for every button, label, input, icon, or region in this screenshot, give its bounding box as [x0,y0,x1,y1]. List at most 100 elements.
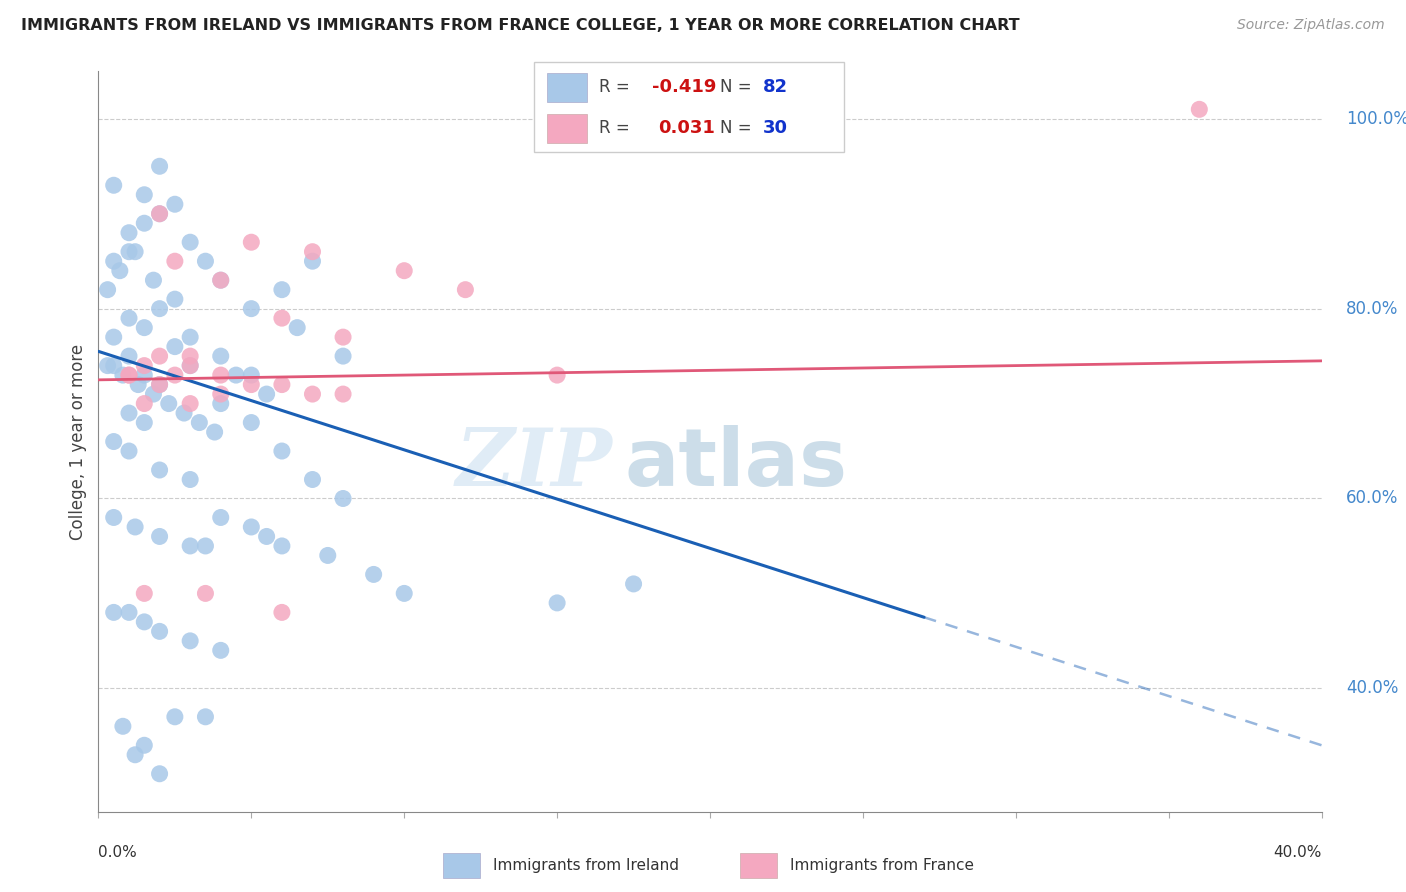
Point [149,301,172,316]
Text: atlas: atlas [624,425,848,503]
Point [392,586,416,600]
Point [134,187,156,202]
Point [163,197,186,211]
Point [103,254,125,268]
Point [179,539,201,553]
Point [332,330,354,344]
Point [149,624,172,639]
Point [103,606,125,620]
Point [454,283,477,297]
Point [149,463,172,477]
Point [270,606,294,620]
Point [163,368,186,383]
Point [103,178,125,193]
Point [111,368,134,383]
Point [270,539,294,553]
Point [270,377,294,392]
Point [546,596,568,610]
Point [623,577,645,591]
Point [270,283,294,297]
Text: IMMIGRANTS FROM IRELAND VS IMMIGRANTS FROM FRANCE COLLEGE, 1 YEAR OR MORE CORREL: IMMIGRANTS FROM IRELAND VS IMMIGRANTS FR… [21,18,1019,33]
Point [194,710,217,724]
Point [209,510,232,524]
Point [240,377,263,392]
Point [118,406,141,420]
Point [392,263,416,277]
Text: R =: R = [599,120,641,137]
Point [209,349,232,363]
Point [163,710,186,724]
Y-axis label: College, 1 year or more: College, 1 year or more [69,343,87,540]
Point [301,387,323,401]
Text: 0.0%: 0.0% [98,845,138,860]
Point [240,301,263,316]
Point [240,520,263,534]
Text: -0.419: -0.419 [652,78,716,96]
Point [301,254,323,268]
Point [149,207,172,221]
Point [332,387,354,401]
Point [134,586,156,600]
Text: 80.0%: 80.0% [1346,300,1399,318]
Point [209,368,232,383]
Point [256,387,278,401]
Point [111,719,134,733]
Point [134,396,156,410]
Point [103,330,125,344]
Point [97,359,120,373]
Point [134,739,156,753]
Point [209,273,232,287]
Point [127,377,149,392]
Point [134,359,156,373]
Point [134,615,156,629]
Text: 40.0%: 40.0% [1274,845,1322,860]
Point [103,510,125,524]
Point [134,368,156,383]
Point [118,349,141,363]
Point [1188,103,1211,117]
Text: 100.0%: 100.0% [1346,110,1406,128]
Point [256,529,278,543]
Point [316,549,339,563]
Point [118,606,141,620]
Point [134,416,156,430]
Text: Source: ZipAtlas.com: Source: ZipAtlas.com [1237,18,1385,32]
Point [301,473,323,487]
Text: 40.0%: 40.0% [1346,680,1399,698]
Point [301,244,323,259]
Point [179,359,201,373]
Point [225,368,247,383]
Point [142,387,165,401]
Point [124,747,146,762]
Point [97,283,120,297]
Point [149,766,172,780]
Point [179,396,201,410]
Text: Immigrants from Ireland: Immigrants from Ireland [492,858,679,872]
Point [179,473,201,487]
Bar [740,853,778,878]
Text: 0.031: 0.031 [658,120,714,137]
Text: ZIP: ZIP [456,425,612,502]
Point [118,368,141,383]
Point [149,159,172,173]
Point [194,539,217,553]
Point [240,368,263,383]
Point [103,359,125,373]
Text: N =: N = [720,78,756,96]
Text: 60.0%: 60.0% [1346,490,1399,508]
Point [118,368,141,383]
Bar [547,73,586,102]
Point [124,244,146,259]
Point [149,377,172,392]
Point [240,235,263,250]
Point [285,320,308,334]
Point [209,273,232,287]
Point [270,311,294,326]
Point [270,444,294,458]
Text: 30: 30 [763,120,789,137]
Point [209,387,232,401]
Point [194,254,217,268]
Point [194,586,217,600]
Text: R =: R = [599,78,636,96]
Point [103,434,125,449]
